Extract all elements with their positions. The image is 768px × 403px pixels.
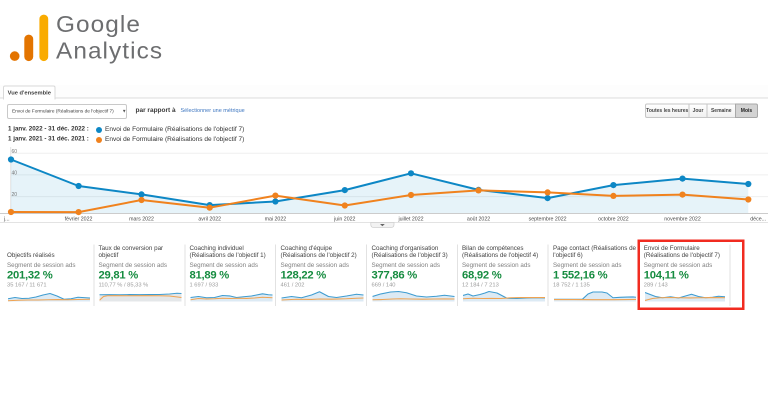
svg-text:novembre 2022: novembre 2022 [664,217,701,223]
svg-text:20: 20 [11,192,17,198]
svg-text:déce...: déce... [750,217,766,223]
svg-text:février 2022: février 2022 [65,217,93,223]
svg-text:octobre 2022: octobre 2022 [598,217,629,223]
svg-text:40: 40 [11,170,17,176]
svg-text:60: 60 [11,149,17,155]
svg-text:avril 2022: avril 2022 [198,217,221,223]
svg-text:août 2022: août 2022 [467,217,490,223]
svg-text:septembre 2022: septembre 2022 [529,217,567,223]
svg-text:juin 2022: juin 2022 [333,217,355,223]
svg-text:j...: j... [3,217,10,223]
svg-text:mai 2022: mai 2022 [265,217,287,223]
svg-text:juillet 2022: juillet 2022 [397,217,423,223]
svg-text:mars 2022: mars 2022 [129,217,154,223]
